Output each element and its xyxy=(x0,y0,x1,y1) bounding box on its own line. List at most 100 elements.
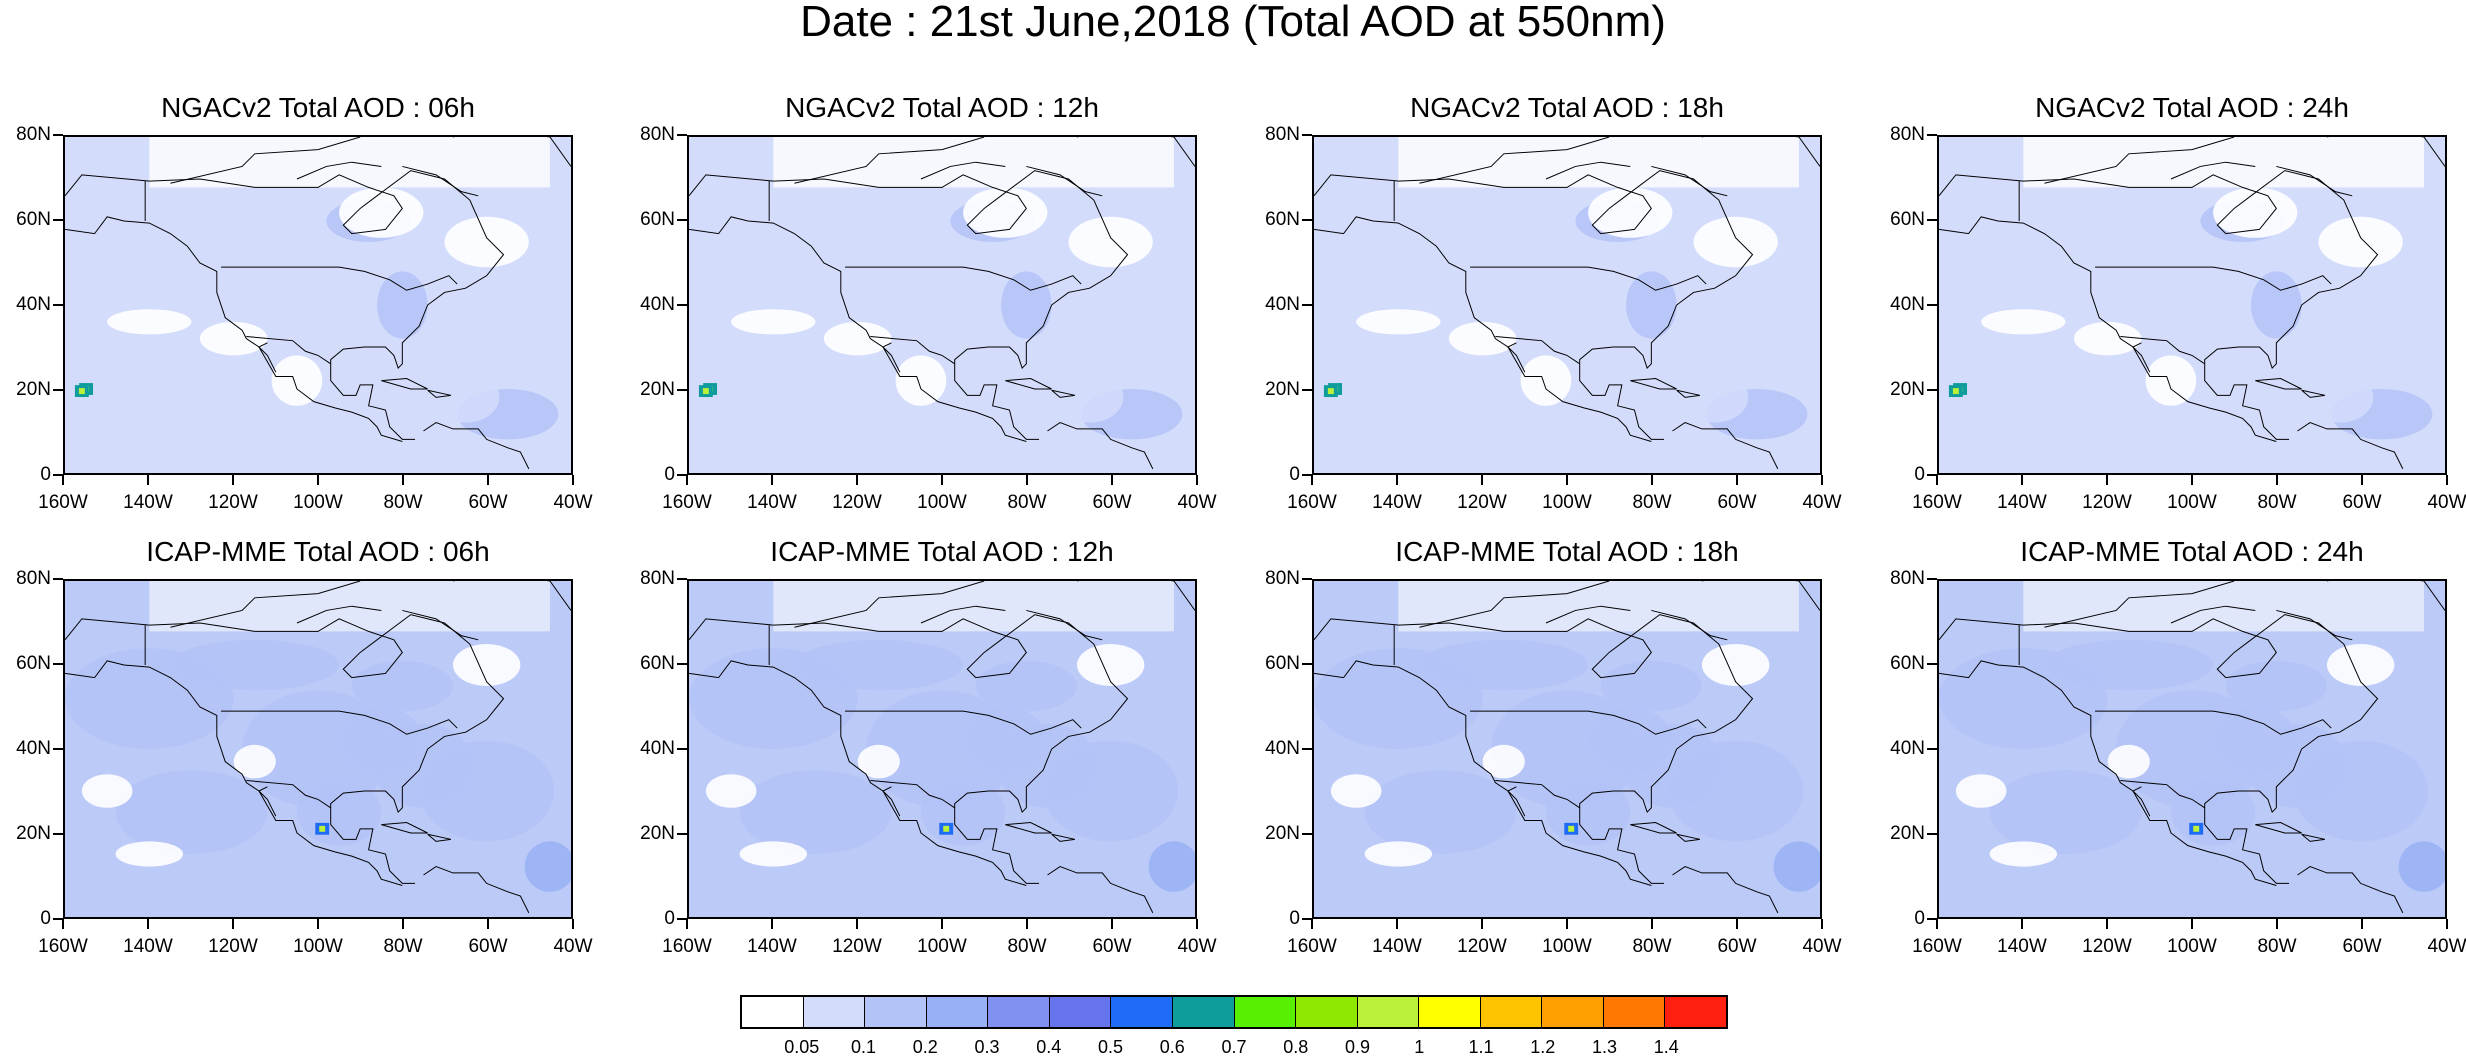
x-tick-label: 100W xyxy=(2167,492,2217,513)
colorbar-box xyxy=(988,997,1050,1027)
aod-hotspot xyxy=(1327,388,1334,395)
colorbar-box xyxy=(742,997,804,1027)
coastline xyxy=(2044,137,2235,184)
x-tick xyxy=(1651,919,1653,929)
coastline xyxy=(1507,786,1526,817)
colorbar xyxy=(740,995,1728,1029)
x-tick-label: 140W xyxy=(123,492,173,513)
aod-field-patch xyxy=(1626,271,1677,339)
y-tick xyxy=(677,219,687,221)
coastline xyxy=(2255,378,2302,390)
aod-field-patch xyxy=(1680,372,1749,423)
coastline xyxy=(1630,822,1677,834)
y-tick-label: 20N xyxy=(640,823,675,844)
aod-clear-patch xyxy=(1330,774,1382,808)
aod-field-patch xyxy=(90,401,293,444)
coastline xyxy=(2132,342,2151,373)
aod-field-patch xyxy=(1545,778,1631,846)
y-tick xyxy=(1302,304,1312,306)
coastline xyxy=(2326,581,2445,611)
x-tick xyxy=(147,475,149,485)
aod-field-patch xyxy=(1364,770,1517,854)
y-tick-label: 60N xyxy=(1265,653,1300,674)
coastline xyxy=(1076,581,1195,611)
aod-field-patch xyxy=(2352,254,2445,339)
coastline xyxy=(65,170,505,440)
coastline xyxy=(221,266,458,291)
y-tick xyxy=(53,474,63,476)
map-field xyxy=(689,581,1195,917)
x-tick-label: 160W xyxy=(1287,936,1337,957)
aod-field-patch xyxy=(1600,660,1702,712)
aod-clear-patch xyxy=(1701,644,1770,686)
coastline xyxy=(689,660,1027,886)
coastline xyxy=(1470,266,1707,291)
coastline xyxy=(920,161,1006,180)
y-tick-label: 40N xyxy=(16,294,51,315)
x-tick xyxy=(2021,475,2023,485)
y-tick xyxy=(1302,134,1312,136)
x-tick-label: 60W xyxy=(468,936,508,957)
coastline xyxy=(882,786,901,817)
x-tick-label: 140W xyxy=(1997,936,2047,957)
y-tick xyxy=(1302,219,1312,221)
x-tick-label: 80W xyxy=(1007,492,1047,513)
aod-field-patch xyxy=(1773,841,1820,892)
y-tick xyxy=(1927,304,1937,306)
x-tick-label: 40W xyxy=(1802,936,1842,957)
colorbar-box xyxy=(1542,997,1604,1027)
aod-field-patch xyxy=(377,271,428,339)
aod-clear-patch xyxy=(2213,187,2298,238)
y-tick xyxy=(53,134,63,136)
x-tick-label: 140W xyxy=(1997,492,2047,513)
y-tick xyxy=(1302,748,1312,750)
coastline xyxy=(1701,581,1820,611)
aod-field-patch xyxy=(1043,740,1179,842)
x-tick-label: 120W xyxy=(832,936,882,957)
coastline xyxy=(246,336,331,365)
x-tick-label: 80W xyxy=(383,492,423,513)
y-tick xyxy=(53,663,63,665)
aod-clear-patch xyxy=(452,644,521,686)
aod-field-patch xyxy=(739,770,892,854)
coastline xyxy=(1419,137,1610,184)
aod-field-patch xyxy=(1668,740,1804,842)
x-tick xyxy=(1311,919,1313,929)
aod-field-patch xyxy=(920,778,1006,846)
x-tick xyxy=(1736,475,1738,485)
y-tick-label: 40N xyxy=(1265,738,1300,759)
x-tick xyxy=(1651,475,1653,485)
aod-clear-patch xyxy=(1989,841,2058,867)
aod-field-patch xyxy=(65,204,167,255)
aod-clear-patch xyxy=(1520,355,1572,406)
y-tick xyxy=(1927,474,1937,476)
aod-clear-patch xyxy=(1448,321,1517,356)
aod-clear-patch xyxy=(271,355,323,406)
coastline xyxy=(2044,581,2235,628)
panel-title: ICAP-MME Total AOD : 24h xyxy=(2020,536,2364,567)
aod-field-patch xyxy=(2293,740,2429,842)
figure-title: Date : 21st June,2018 (Total AOD at 550n… xyxy=(800,0,1666,46)
colorbar-tick-label: 0.9 xyxy=(1344,1037,1371,1057)
colorbar-tick-label: 1.4 xyxy=(1653,1037,1679,1057)
panel-title: NGACv2 Total AOD : 12h xyxy=(785,92,1099,123)
coastline xyxy=(870,780,955,809)
y-tick-label: 80N xyxy=(640,124,675,145)
y-tick-label: 20N xyxy=(1265,379,1300,400)
x-tick xyxy=(1196,475,1198,485)
x-tick xyxy=(1026,919,1028,929)
y-tick-label: 80N xyxy=(16,568,51,589)
x-tick xyxy=(2361,919,2363,929)
x-tick-label: 60W xyxy=(1717,936,1757,957)
map-panel xyxy=(687,579,1197,919)
aod-clear-patch xyxy=(739,841,808,867)
aod-clear-patch xyxy=(963,187,1048,238)
y-tick-label: 0 xyxy=(1914,464,1925,485)
colorbar-box xyxy=(1111,997,1173,1027)
coastline xyxy=(65,216,403,442)
x-tick xyxy=(572,475,574,485)
y-tick xyxy=(677,134,687,136)
aod-field-patch xyxy=(1339,401,1542,444)
aod-clear-patch xyxy=(2107,744,2150,779)
x-tick xyxy=(2106,475,2108,485)
